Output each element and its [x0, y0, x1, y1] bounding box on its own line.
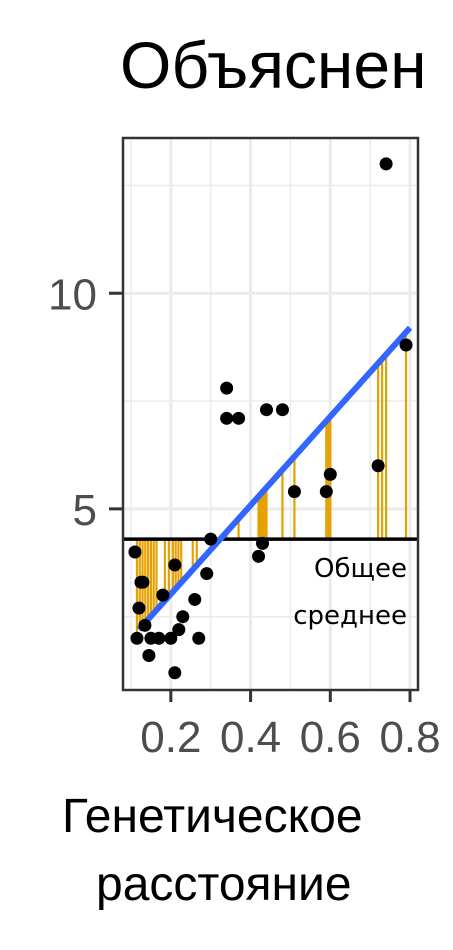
data-point-9	[156, 588, 170, 602]
data-point-11	[168, 558, 182, 572]
data-point-0	[128, 545, 142, 559]
data-point-22	[252, 549, 266, 563]
data-point-5	[138, 618, 152, 632]
x-axis: 0.2 0.4 0.6 0.8	[140, 690, 441, 762]
data-point-25	[275, 403, 289, 417]
data-point-29	[371, 459, 385, 473]
regression-line	[136, 325, 413, 632]
data-point-24	[260, 403, 274, 417]
data-point-19	[220, 381, 234, 395]
y-axis: 5 10	[48, 270, 123, 535]
data-point-15	[188, 592, 202, 606]
chart-title: Объяснен	[120, 28, 427, 102]
x-axis-label-line-1: Генетическое	[62, 790, 363, 843]
x-tick-label-3: 0.8	[379, 713, 440, 762]
data-point-8	[152, 631, 166, 645]
data-point-2	[132, 601, 146, 615]
data-point-10	[164, 631, 178, 645]
data-point-30	[379, 157, 393, 171]
data-point-6	[142, 649, 156, 662]
x-tick-label-2: 0.6	[300, 713, 361, 762]
y-tick-label-1: 10	[48, 270, 97, 319]
data-point-21	[232, 411, 246, 425]
data-point-26	[287, 485, 301, 499]
data-point-31	[399, 338, 413, 352]
data-point-18	[204, 532, 218, 546]
data-point-17	[200, 567, 214, 581]
data-point-27	[319, 485, 333, 499]
data-point-4	[136, 575, 150, 589]
data-point-23	[256, 536, 270, 550]
plot-panel-border	[121, 136, 420, 692]
data-point-13	[172, 623, 186, 637]
data-point-16	[192, 631, 206, 645]
x-axis-label-line-2: расстояние	[96, 858, 352, 911]
x-tick-label-0: 0.2	[140, 713, 201, 762]
x-tick-label-1: 0.4	[220, 713, 281, 762]
data-points	[128, 157, 413, 680]
data-point-12	[168, 666, 182, 680]
data-point-20	[220, 411, 234, 425]
mean-label-line-2: среднее	[293, 601, 407, 631]
data-point-1	[130, 631, 144, 645]
y-tick-label-0: 5	[73, 486, 97, 535]
mean-label-line-1: Общее	[314, 554, 407, 584]
data-point-14	[176, 610, 190, 624]
data-point-28	[323, 467, 337, 481]
